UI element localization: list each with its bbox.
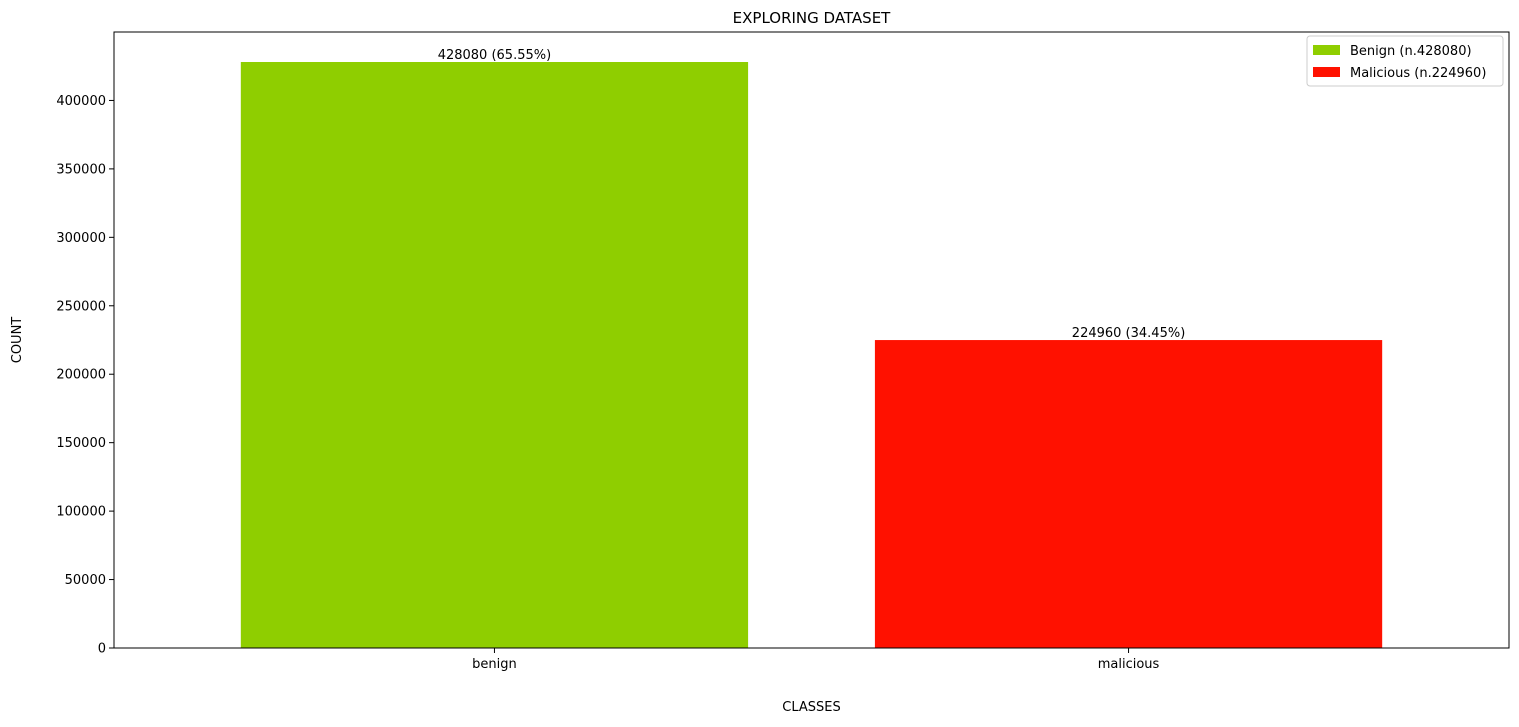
y-tick-label: 350000	[56, 162, 106, 177]
x-axis-label: CLASSES	[782, 700, 840, 715]
y-tick-label: 300000	[56, 231, 106, 246]
y-tick-label: 0	[98, 642, 106, 657]
y-tick-label: 400000	[56, 94, 106, 109]
bar-malicious	[874, 340, 1383, 648]
legend-swatch	[1313, 67, 1340, 77]
x-tick-label-malicious: malicious	[1098, 657, 1160, 672]
legend-label: Benign (n.428080)	[1350, 44, 1472, 59]
y-tick-label: 250000	[56, 299, 106, 314]
axes-layer	[109, 31, 1510, 653]
bars-layer	[240, 62, 1383, 649]
legend-label: Malicious (n.224960)	[1350, 66, 1486, 81]
bar-benign	[240, 62, 749, 649]
legend: Benign (n.428080) Malicious (n.224960)	[1306, 35, 1504, 87]
chart-title: EXPLORING DATASET	[733, 9, 892, 27]
plot-frame	[113, 31, 1510, 649]
y-tick-label: 50000	[65, 573, 106, 588]
y-tick-label: 100000	[56, 505, 106, 520]
legend-box	[1306, 35, 1504, 87]
x-tick-label-benign: benign	[472, 657, 517, 672]
y-axis-label: COUNT	[10, 317, 25, 364]
text-layer: 428080 (65.55%) benign 224960 (34.45%) mali…	[10, 9, 1185, 715]
bar-label-malicious: 224960 (34.45%)	[1072, 326, 1185, 341]
y-tick-label: 200000	[56, 368, 106, 383]
bar-label-benign: 428080 (65.55%)	[438, 48, 551, 63]
legend-swatch	[1313, 45, 1340, 55]
y-tick-label: 150000	[56, 436, 106, 451]
